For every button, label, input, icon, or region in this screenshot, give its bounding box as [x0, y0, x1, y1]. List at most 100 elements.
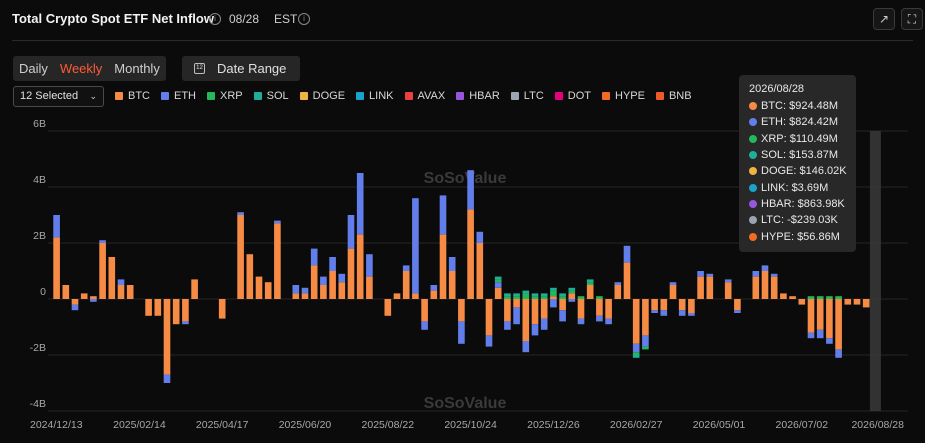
legend-item-link[interactable]: LINK: [356, 90, 394, 102]
bar-eth: [485, 335, 493, 347]
bar-eth: [605, 318, 612, 325]
bar-eth: [577, 318, 585, 325]
chart-header: Total Crypto Spot ETF Net Inflow i 08/28…: [0, 0, 925, 40]
chart-title: Total Crypto Spot ETF Net Inflow: [12, 11, 214, 26]
period-daily[interactable]: Daily: [19, 61, 48, 76]
bar-eth: [356, 173, 364, 235]
y-tick-label: 4B: [33, 174, 46, 186]
bar-eth: [163, 374, 171, 383]
bar-eth: [421, 321, 428, 330]
legend-swatch: [456, 92, 465, 100]
bar-btc: [393, 293, 401, 299]
legend-item-btc[interactable]: BTC: [115, 90, 150, 102]
bar-btc: [237, 215, 244, 299]
legend-item-sol[interactable]: SOL: [253, 90, 289, 102]
tooltip-row: HBAR: $863.98K: [749, 196, 846, 212]
y-tick-label: -4B: [30, 398, 46, 410]
chevron-down-icon: ⌄: [89, 91, 97, 101]
bar-eth: [494, 282, 502, 288]
tooltip-row: HYPE: $56.86M: [749, 228, 846, 244]
bar-btc: [264, 282, 272, 299]
period-weekly[interactable]: Weekly: [59, 61, 103, 76]
bar-btc: [513, 299, 520, 308]
legend-item-hbar[interactable]: HBAR: [456, 90, 500, 102]
bar-btc: [402, 271, 410, 299]
bar-xrp: [522, 293, 530, 299]
bar-btc: [835, 299, 842, 350]
legend-item-hype[interactable]: HYPE: [602, 90, 645, 102]
legend-swatch: [404, 92, 413, 100]
bar-xrp: [494, 279, 502, 283]
watermark: SoSoValue: [424, 170, 507, 187]
legend-item-ltc[interactable]: LTC: [510, 90, 544, 102]
bar-btc: [789, 296, 796, 299]
bar-eth: [274, 220, 281, 224]
bar-btc: [182, 299, 189, 322]
bar-xrp: [504, 296, 511, 299]
bar-btc: [108, 257, 116, 299]
header-date: 08/28: [229, 12, 260, 26]
bar-btc: [586, 285, 594, 299]
bar-btc: [62, 285, 70, 299]
bar-eth: [826, 338, 833, 344]
bar-eth: [301, 287, 309, 294]
bar-btc: [421, 299, 428, 322]
bar-btc: [853, 299, 861, 305]
bar-xrp: [632, 352, 640, 355]
bar-eth: [816, 329, 824, 339]
bar-eth: [651, 310, 658, 313]
bar-btc: [660, 299, 668, 311]
share-icon[interactable]: ↗: [873, 8, 895, 30]
bar-btc: [191, 279, 198, 299]
bar-eth: [99, 240, 106, 243]
bar-btc: [384, 299, 392, 316]
asset-select-label: 12 Selected: [20, 90, 79, 102]
bar-btc: [347, 248, 355, 299]
legend-swatch: [356, 92, 365, 100]
bar-eth: [90, 299, 97, 302]
bar-btc: [826, 299, 833, 339]
bar-eth: [182, 321, 189, 325]
bar-btc: [761, 271, 769, 299]
fullscreen-icon[interactable]: ⛶: [901, 8, 923, 30]
bar-xrp: [807, 296, 815, 299]
bar-eth: [761, 265, 769, 271]
info-icon[interactable]: i: [209, 13, 221, 25]
x-tick-label: 2026/02/27: [610, 419, 663, 431]
legend-item-doge[interactable]: DOGE: [299, 90, 345, 102]
legend-swatch: [161, 92, 169, 100]
bar-xrp: [577, 296, 585, 299]
bar-eth: [458, 321, 465, 344]
period-toggle: Daily Weekly Monthly: [13, 56, 166, 81]
asset-select[interactable]: 12 Selected ⌄: [13, 86, 104, 107]
bar-btc: [724, 282, 732, 299]
legend-item-xrp[interactable]: XRP: [207, 90, 243, 102]
bar-btc: [706, 276, 714, 299]
bar-btc: [53, 237, 60, 299]
bar-eth: [448, 257, 456, 271]
bar-eth: [117, 279, 125, 285]
bar-eth: [688, 313, 695, 316]
date-range-button[interactable]: 12 Date Range: [182, 56, 300, 81]
bar-eth: [596, 315, 603, 322]
period-monthly[interactable]: Monthly: [114, 61, 160, 76]
bar-btc: [632, 299, 640, 344]
bar-btc: [172, 299, 180, 325]
legend-label: HYPE: [615, 90, 645, 102]
bar-eth: [329, 257, 336, 271]
chart-plot: 6B 4B 2B 0 -2B -4B SoSoValue SoSoValue 2024/12/1…: [30, 118, 908, 431]
legend-item-eth[interactable]: ETH: [161, 90, 196, 102]
bar-sol: [550, 287, 557, 291]
legend-item-dot[interactable]: DOT: [554, 90, 591, 102]
timezone-info-icon[interactable]: i: [298, 13, 310, 25]
legend-item-bnb[interactable]: BNB: [655, 90, 692, 102]
legend-item-avax[interactable]: AVAX: [404, 90, 445, 102]
bar-eth: [697, 271, 704, 277]
x-tick-label: 2025/06/20: [279, 419, 332, 431]
x-tick-label: 2025/04/17: [196, 419, 249, 431]
bar-xrp: [568, 290, 576, 294]
bar-eth: [513, 307, 520, 325]
bar-btc: [99, 243, 106, 299]
x-tick-label: 2026/07/02: [776, 419, 829, 431]
bar-eth: [642, 335, 649, 347]
